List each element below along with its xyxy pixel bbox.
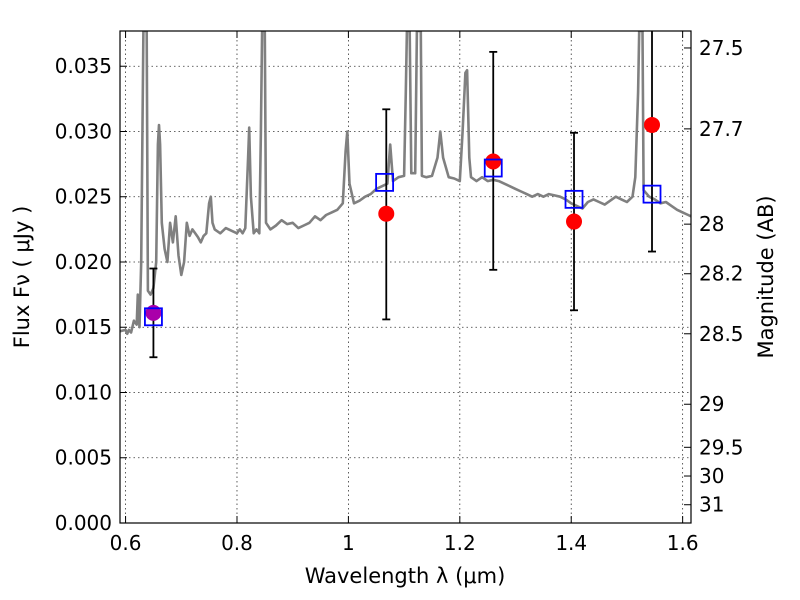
y2-tick-label: 27.7 [699,117,744,141]
ticks: 0.6 0.8 1 1.2 1.4 1.6 0.000 0.005 0.010 0.015 0.02… [55,31,744,555]
plot-frame [119,30,692,524]
y2-tick-label: 29.5 [699,435,744,459]
y2-tick-label: 28.5 [699,322,744,346]
observed-point [566,213,583,230]
y2-tick-label: 31 [699,493,724,517]
y2-axis-label: Magnitude (AB) [754,195,778,358]
y-tick-label: 0.015 [55,315,112,339]
synthetic-point [564,189,584,209]
plot-area [120,31,691,359]
observed-point [485,153,502,170]
y-tick-label: 0.020 [55,250,112,274]
x-tick-label: 1 [342,531,355,555]
y2-tick-label: 29 [699,392,724,416]
y2-tick-label: 27.5 [699,36,744,60]
y-axis-label: Flux Fν ( μJy ) [10,206,34,349]
y2-tick-label: 28 [699,212,724,236]
x-tick-label: 1.4 [555,531,587,555]
y-tick-label: 0.030 [55,119,112,143]
synthetic-point [375,172,395,192]
synthetic-point [642,184,662,204]
x-tick-label: 0.8 [221,531,253,555]
y-tick-label: 0.025 [55,185,112,209]
observed-point [644,116,661,133]
synthetic-point [144,307,163,327]
y2-tick-label: 30 [699,464,724,488]
x-tick-label: 1.2 [444,531,476,555]
x-axis-label: Wavelength λ (μm) [305,564,506,588]
y-tick-label: 0.000 [55,511,112,535]
x-tick-label: 1.6 [667,531,699,555]
y2-tick-label: 28.2 [699,262,744,286]
observed-point [378,205,395,222]
synthetic-point [483,158,503,178]
y-tick-label: 0.005 [55,446,112,470]
x-tick-label: 0.6 [110,531,142,555]
y-tick-label: 0.035 [55,54,112,78]
model-spectrum-line [120,31,691,336]
grid [120,31,691,523]
y-tick-label: 0.010 [55,380,112,404]
